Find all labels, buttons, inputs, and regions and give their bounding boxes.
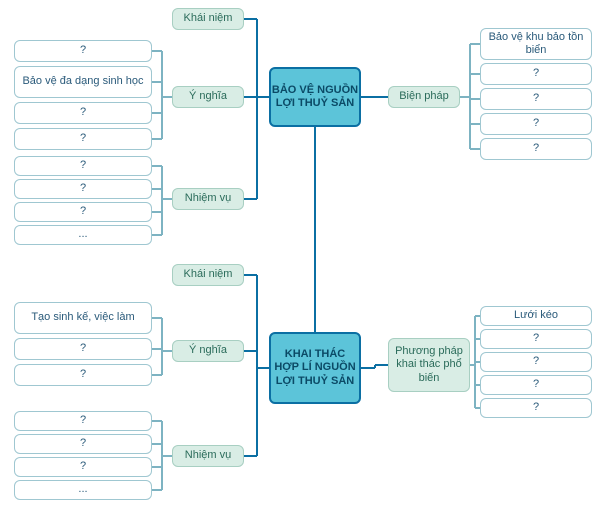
connector — [162, 198, 172, 200]
leaf-2-3: ? — [480, 113, 592, 135]
connector — [244, 198, 257, 200]
leaf-0-1: Bảo vệ đa dạng sinh học — [14, 66, 152, 98]
leaf-3-1: ? — [14, 338, 152, 360]
leaf-1-0: ? — [14, 156, 152, 176]
connector — [152, 50, 162, 52]
leaf-0-2: ? — [14, 102, 152, 124]
connector — [162, 96, 172, 98]
connector — [469, 44, 471, 149]
connector — [361, 367, 375, 369]
connector — [161, 166, 163, 235]
main-node-0: BẢO VỆ NGUỒN LỢI THUỶ SẢN — [269, 67, 361, 127]
leaf-1-3: ... — [14, 225, 152, 245]
connector — [162, 350, 172, 352]
connector — [470, 148, 480, 150]
connector — [152, 443, 162, 445]
connector — [470, 123, 480, 125]
connector — [244, 18, 257, 20]
connector — [475, 361, 480, 363]
connector — [256, 351, 258, 368]
leaf-2-1: ? — [480, 63, 592, 85]
leaf-5-4: ? — [480, 398, 592, 418]
leaf-4-3: ... — [14, 480, 152, 500]
leaf-2-2: ? — [480, 88, 592, 110]
leaf-3-0: Tạo sinh kế, việc làm — [14, 302, 152, 334]
leaf-1-2: ? — [14, 202, 152, 222]
connector — [257, 96, 270, 98]
connector — [244, 350, 257, 352]
sub-node-3: Biện pháp — [388, 86, 460, 108]
connector — [256, 368, 258, 456]
connector — [475, 384, 480, 386]
leaf-3-2: ? — [14, 364, 152, 386]
sub-node-5: Ý nghĩa — [172, 340, 244, 362]
connector — [152, 138, 162, 140]
connector — [244, 274, 257, 276]
connector — [475, 338, 480, 340]
sub-node-2: Nhiệm vụ — [172, 188, 244, 210]
connector — [257, 367, 270, 369]
connector — [152, 317, 162, 319]
connector — [152, 374, 162, 376]
main-node-1: KHAI THÁC HỢP LÍ NGUỒN LỢI THUỶ SẢN — [269, 332, 361, 404]
connector — [152, 81, 162, 83]
connector — [152, 112, 162, 114]
connector — [256, 97, 258, 199]
leaf-2-0: Bảo vệ khu bảo tồn biển — [480, 28, 592, 60]
leaf-0-3: ? — [14, 128, 152, 150]
connector — [152, 466, 162, 468]
connector — [162, 455, 172, 457]
connector — [470, 98, 480, 100]
connector — [361, 96, 375, 98]
leaf-5-0: Lưới kéo — [480, 306, 592, 326]
leaf-0-0: ? — [14, 40, 152, 62]
connector — [375, 96, 389, 98]
leaf-5-2: ? — [480, 352, 592, 372]
connector — [470, 73, 480, 75]
sub-node-6: Nhiệm vụ — [172, 445, 244, 467]
connector — [256, 19, 258, 97]
connector — [152, 348, 162, 350]
connector — [152, 234, 162, 236]
sub-node-0: Khái niệm — [172, 8, 244, 30]
connector — [161, 51, 163, 139]
sub-node-7: Phương pháp khai thác phổ biến — [388, 338, 470, 392]
leaf-1-1: ? — [14, 179, 152, 199]
connector — [314, 127, 316, 332]
connector — [161, 318, 163, 375]
leaf-4-0: ? — [14, 411, 152, 431]
connector — [470, 43, 480, 45]
connector — [152, 188, 162, 190]
connector — [475, 407, 480, 409]
leaf-4-2: ? — [14, 457, 152, 477]
leaf-5-3: ? — [480, 375, 592, 395]
leaf-4-1: ? — [14, 434, 152, 454]
connector — [375, 364, 389, 366]
connector — [244, 455, 257, 457]
connector — [475, 315, 480, 317]
connector — [161, 421, 163, 490]
connector — [152, 211, 162, 213]
connector — [152, 165, 162, 167]
sub-node-1: Ý nghĩa — [172, 86, 244, 108]
leaf-2-4: ? — [480, 138, 592, 160]
connector — [152, 489, 162, 491]
sub-node-4: Khái niệm — [172, 264, 244, 286]
connector — [152, 420, 162, 422]
leaf-5-1: ? — [480, 329, 592, 349]
